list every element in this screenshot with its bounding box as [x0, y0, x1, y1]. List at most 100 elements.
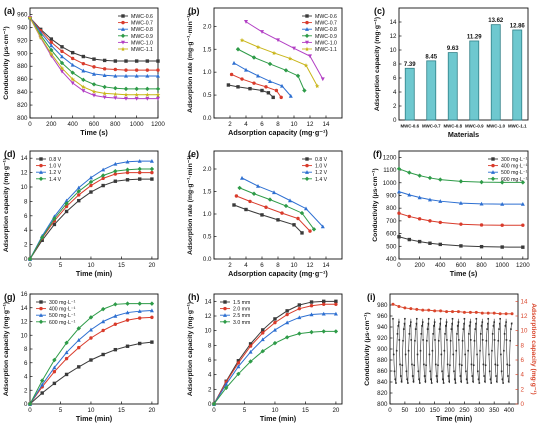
data-point [459, 222, 463, 226]
data-point [430, 382, 433, 384]
bar-value-label: 13.62 [488, 18, 504, 24]
y-tick-label: 4 [393, 89, 397, 96]
data-point [125, 170, 130, 175]
y-right-tick-label: 12 [521, 313, 528, 320]
data-point [134, 73, 139, 78]
y-tick-label: 8 [24, 346, 28, 353]
legend-item: 400 mg·L⁻¹ [36, 307, 76, 313]
legend-item: MWC-0.6 [302, 14, 337, 20]
data-point [407, 170, 412, 175]
x-tick-label: 4 [244, 121, 248, 128]
y-tick-label: 10 [205, 328, 212, 335]
data-point [321, 311, 326, 316]
data-point [113, 313, 118, 318]
data-point [273, 317, 277, 321]
y-tick-label: 800 [386, 205, 397, 212]
data-point [461, 339, 464, 342]
data-point [397, 325, 399, 327]
data-point [113, 91, 118, 97]
data-point [288, 198, 292, 203]
data-point [40, 382, 45, 387]
data-point [271, 95, 275, 100]
data-point [40, 391, 44, 395]
data-point [145, 92, 150, 97]
y-tick-label: 860 [17, 76, 28, 83]
series-5 [244, 20, 325, 82]
legend-item: MWC-0.6 [118, 14, 153, 20]
data-point [474, 328, 477, 330]
data-point [81, 61, 86, 66]
panel-h: 0 5 10 15 20 0 2 4 6 8 10 12 14 Time (min) Adsorption … [187, 292, 343, 423]
legend-label: 600 mg·L⁻¹ [49, 320, 76, 326]
y-tick-label: 2 [24, 387, 28, 394]
data-point [396, 166, 402, 171]
data-point [134, 59, 139, 63]
x-tick-label: 5 [243, 407, 247, 414]
y-tick-label: 0.5 [203, 234, 212, 241]
data-point [423, 375, 426, 377]
data-point [445, 310, 449, 314]
data-point [463, 317, 466, 320]
legend-item: 1.2 V [36, 170, 62, 176]
series-3 [212, 311, 338, 406]
data-point [70, 70, 75, 75]
x-tick-label: 0 [212, 407, 216, 414]
series-line [29, 341, 152, 405]
data-point [437, 364, 439, 367]
data-point [280, 211, 284, 215]
legend-label: 1.0 V [49, 164, 62, 170]
panel-label: (e) [188, 149, 199, 159]
data-point [438, 199, 443, 203]
data-point [92, 71, 96, 76]
data-point [405, 370, 408, 373]
panel-i: 0 50 100 150 200 250 300 350 4008008208408608809… [364, 292, 537, 423]
data-point [91, 82, 97, 87]
data-point [417, 217, 422, 221]
x-tick-label: 0 [28, 262, 32, 269]
data-point [491, 349, 493, 352]
plot-frame [398, 7, 529, 121]
data-point [472, 380, 474, 383]
data-point [461, 364, 463, 367]
panel-label: (a) [4, 6, 15, 16]
data-point [156, 96, 160, 101]
data-point [410, 321, 412, 323]
data-point [149, 308, 154, 313]
data-point [470, 363, 473, 366]
data-point [267, 197, 273, 202]
data-point [456, 325, 459, 327]
bar [490, 24, 501, 121]
data-point [483, 375, 485, 377]
data-point [88, 179, 94, 185]
legend-label: 2.0 mm [233, 307, 250, 313]
data-point [113, 168, 118, 174]
data-point [102, 91, 107, 96]
series-line [241, 39, 318, 87]
data-point [451, 317, 454, 320]
y-tick-label: 1.5 [203, 46, 212, 53]
data-point [287, 56, 293, 61]
x-tick-label: 15 [118, 407, 125, 414]
data-point [411, 363, 413, 366]
legend-label: 0.8 V [49, 157, 62, 163]
data-point [465, 370, 467, 373]
data-point [474, 310, 478, 314]
data-point [39, 235, 45, 240]
data-point [449, 364, 451, 367]
y-tick-label: 10 [21, 332, 28, 339]
y-tick-label: 1.0 [203, 211, 212, 218]
data-point [145, 68, 150, 72]
data-point [320, 77, 325, 82]
data-point [412, 380, 415, 383]
data-point [226, 83, 231, 87]
data-point [417, 173, 422, 178]
data-point [285, 309, 289, 313]
x-tick-label: 150 [429, 407, 440, 414]
y-tick-label: 800 [377, 401, 388, 408]
data-point [479, 201, 484, 206]
data-point [125, 344, 130, 348]
x-tick-label: MWC-1.1 [508, 124, 527, 129]
data-point [476, 353, 478, 356]
data-point [273, 320, 277, 325]
x-tick-label: 200 [444, 407, 455, 414]
